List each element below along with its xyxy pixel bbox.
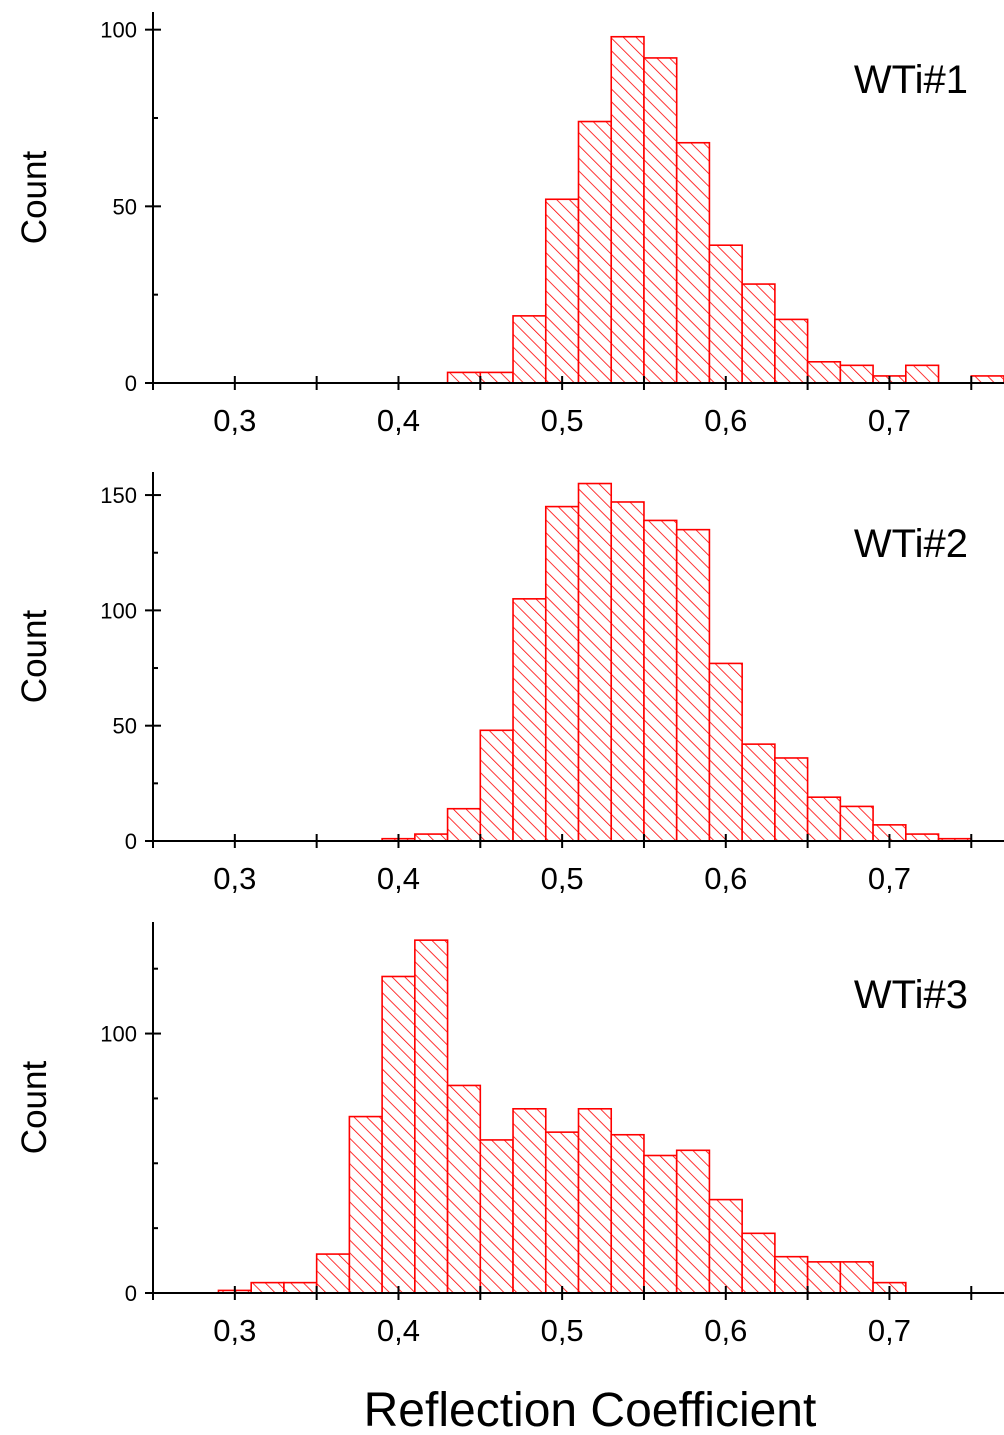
histogram-bar [414, 939, 449, 1294]
histogram-bar [970, 375, 1004, 384]
histogram-bar [643, 1154, 678, 1294]
x-tick-label: 0,4 [377, 861, 420, 896]
histogram-bar [446, 1084, 482, 1294]
histogram-bar [315, 1253, 351, 1294]
y-tick-label: 100 [100, 18, 137, 43]
y-axis-title: Count [15, 610, 54, 704]
panel-wti2: 0,3 0,4 0,5 0,6 0,7 0 50 100 150 Count WTi#2 [15, 472, 1004, 896]
y-tick-label: 0 [125, 371, 137, 396]
histogram-bar [839, 1261, 874, 1294]
histogram-bar [643, 519, 678, 842]
histogram-bar [643, 57, 678, 384]
x-tick-label: 0,5 [541, 403, 584, 438]
y-tick-label: 100 [100, 1022, 137, 1047]
y-axis-title: Count [15, 1061, 54, 1155]
y-tick-label: 50 [113, 714, 137, 739]
histogram-bar [741, 1232, 776, 1294]
x-tick-label: 0,4 [377, 403, 420, 438]
histogram-bar [774, 1255, 809, 1294]
histogram-bar [806, 360, 842, 384]
x-tick-label: 0,4 [377, 1313, 420, 1348]
panel-label: WTi#3 [854, 973, 968, 1017]
x-tick-label: 0,6 [704, 403, 747, 438]
histogram-bar [544, 198, 580, 384]
x-tick-label: 0,3 [213, 1313, 256, 1348]
histogram-bar [708, 662, 743, 842]
histogram-bar [708, 244, 743, 384]
histogram-bar [675, 1149, 711, 1294]
x-tick-label: 0,6 [704, 1313, 747, 1348]
panel-label: WTi#1 [854, 58, 968, 102]
panel-wti3: 0,3 0,4 0,5 0,6 0,7 0 100 Count WTi#3 [15, 922, 1004, 1348]
histogram-bar [839, 364, 874, 384]
histogram-bar [479, 371, 514, 384]
histogram-bar [512, 598, 547, 842]
histogram-bar [348, 1115, 383, 1294]
y-tick-label: 0 [125, 1281, 137, 1306]
y-tick-label: 150 [100, 483, 137, 508]
panel-label: WTi#2 [854, 522, 968, 566]
histogram-bar [283, 1281, 318, 1294]
histogram-bar [610, 35, 645, 384]
histogram-bar [512, 1107, 547, 1294]
histogram-bar [544, 1131, 580, 1294]
histogram-bar [446, 371, 482, 384]
x-tick-label: 0,6 [704, 861, 747, 896]
x-tick-label: 0,7 [868, 1313, 911, 1348]
x-axis-title: Reflection Coefficient [364, 1384, 817, 1435]
histogram-bar [512, 315, 547, 384]
histogram-bar [479, 1139, 514, 1294]
histogram-bar [675, 528, 711, 842]
histogram-bar [414, 833, 449, 842]
histogram-bar [577, 120, 613, 384]
histogram-bar [774, 318, 809, 384]
histogram-bar [806, 1261, 842, 1294]
x-tick-label: 0,5 [541, 1313, 584, 1348]
y-tick-label: 0 [125, 829, 137, 854]
histogram-bar [839, 805, 874, 842]
x-tick-label: 0,7 [868, 403, 911, 438]
histogram-bar [610, 1133, 645, 1294]
histogram-bar [479, 729, 514, 842]
x-tick-label: 0,3 [213, 861, 256, 896]
x-tick-label: 0,3 [213, 403, 256, 438]
panel-wti1: 0,3 0,4 0,5 0,6 0,7 0 50 100 Count WTi#1 [15, 12, 1004, 438]
histogram-bar [741, 743, 776, 842]
histogram-bar [905, 833, 940, 842]
x-tick-label: 0,5 [541, 861, 584, 896]
histogram-bar [675, 141, 711, 384]
histogram-bar [774, 757, 809, 842]
histogram-bar [381, 975, 416, 1294]
y-tick-label: 100 [100, 598, 137, 623]
histogram-bar [250, 1281, 285, 1294]
histogram-bar [905, 364, 940, 384]
histogram-bar [806, 796, 842, 842]
histogram-bar [577, 482, 613, 842]
histogram-bar [610, 501, 645, 842]
histogram-bar [708, 1198, 743, 1294]
histogram-bar [741, 283, 776, 384]
x-tick-label: 0,7 [868, 861, 911, 896]
histogram-bar [577, 1107, 613, 1294]
histogram-bar [446, 807, 482, 842]
y-axis-title: Count [15, 151, 54, 245]
histogram-bar [544, 505, 580, 842]
y-tick-label: 50 [113, 194, 137, 219]
